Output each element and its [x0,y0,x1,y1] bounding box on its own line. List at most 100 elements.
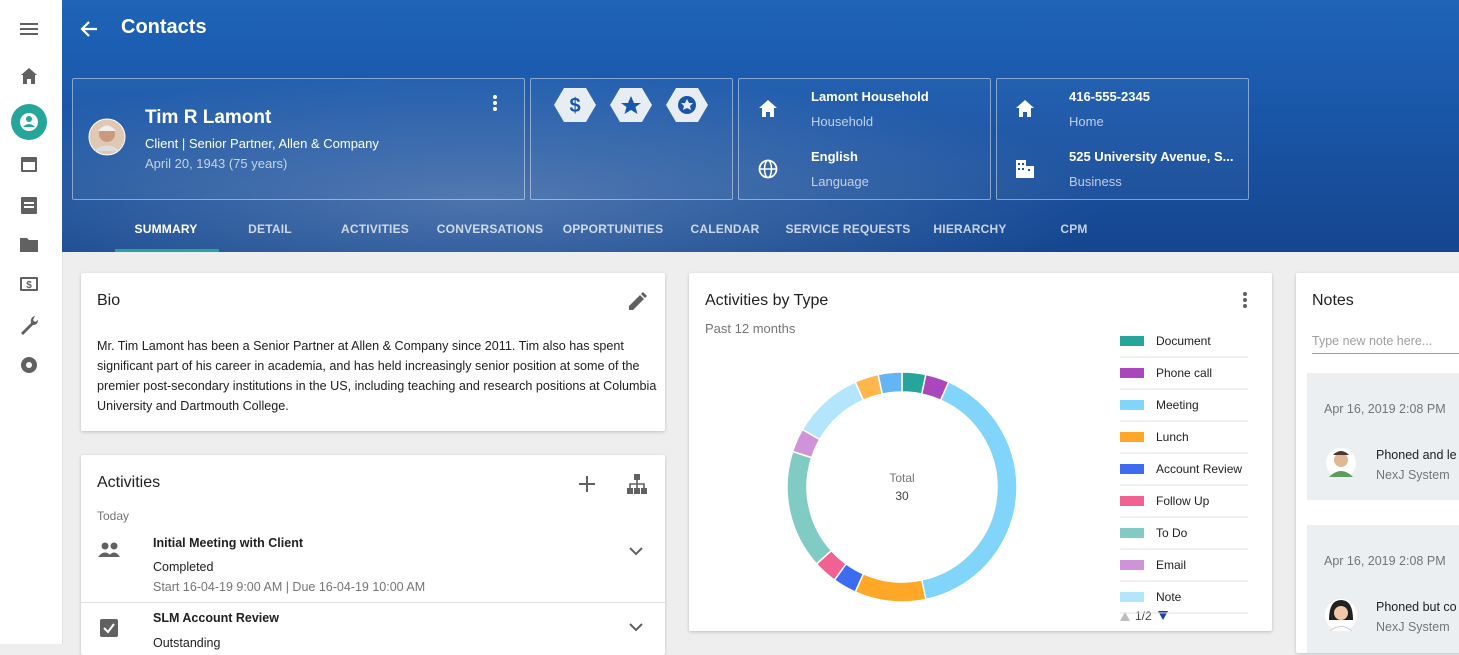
household-icons [758,100,778,179]
chart-title: Activities by Type [705,292,829,309]
divider [81,602,665,603]
legend-label[interactable]: Account Review [1156,462,1242,476]
activities-title: Activities [97,474,161,491]
note-author: NexJ System [1376,620,1450,634]
note-text: Phoned and le [1376,448,1457,462]
note-avatar [1325,599,1357,632]
legend-swatch [1120,496,1144,506]
note-date: Apr 16, 2019 2:08 PM [1324,402,1446,416]
notes-card: Notes Type new note here... Apr 16, 2019… [1296,273,1459,653]
bio-title: Bio [97,292,121,309]
activity-group: Today [97,509,130,523]
household-name: Lamont Household [811,89,929,104]
legend-page: 1/2 [1135,609,1152,623]
badge-dollar[interactable] [554,88,596,122]
legend-label[interactable]: Meeting [1156,398,1199,412]
badges: $ [554,88,708,122]
donut-slice[interactable] [801,380,865,441]
tab[interactable]: SERVICE REQUESTS [785,222,911,236]
legend-next[interactable] [1158,611,1168,620]
input-underline [1312,353,1459,354]
legend-swatch [1120,336,1144,346]
chart-subtitle: Past 12 months [705,321,796,336]
legend-swatch [1120,368,1144,378]
tab[interactable]: CONVERSATIONS [436,222,544,236]
contact-role: Client | Senior Partner, Allen & Company [145,136,379,151]
legend-swatch [1120,400,1144,410]
tab[interactable]: ACTIVITIES [340,222,410,236]
legend-swatch [1120,560,1144,570]
activity-status: Outstanding [153,636,221,650]
more-button[interactable] [489,94,501,114]
contact-icons [1016,100,1034,178]
legend-label[interactable]: Document [1156,334,1211,348]
legend-label[interactable]: Lunch [1156,430,1189,444]
donut-slice[interactable] [854,572,927,603]
tab[interactable]: CPM [1060,222,1088,236]
tab[interactable]: CALENDAR [690,222,760,236]
nav-icons: $ [11,23,47,373]
tab[interactable]: HIERARCHY [933,222,1007,236]
legend-label[interactable]: Follow Up [1156,494,1210,508]
donut-chart: Total 30 1/2 Document Phone call Meeting Lu… [786,334,1248,623]
back-button[interactable] [78,18,100,40]
tab[interactable]: SUMMARY [134,222,198,236]
meeting-icon [98,542,120,557]
header [62,0,1459,252]
notes-title: Notes [1312,292,1354,309]
address: 525 University Avenue, S... [1069,149,1234,164]
legend-swatch [1120,592,1144,602]
sidebar: $ [0,0,63,644]
note-author: NexJ System [1376,468,1450,482]
donut-slice[interactable] [786,450,833,566]
language-label: Language [811,174,869,189]
note-text: Phoned but co [1376,600,1457,614]
activity-title[interactable]: Initial Meeting with Client [153,536,303,550]
add-button[interactable] [577,474,597,494]
legend-label[interactable]: Note [1156,590,1182,604]
activity-title[interactable]: SLM Account Review [153,611,279,625]
phone-label: Home [1069,114,1104,129]
chart-card: Activities by Type Past 12 months Total … [689,273,1272,631]
center-label: Total [889,471,914,485]
svg-text:$: $ [569,95,580,117]
hierarchy-button[interactable] [625,472,649,496]
folder-icon[interactable] [20,238,38,252]
expand-button[interactable] [628,621,644,633]
legend-swatch [1120,432,1144,442]
tab-indicator [115,249,219,252]
note-item[interactable] [1307,373,1459,500]
legend-swatch [1120,464,1144,474]
chart-menu[interactable] [1239,291,1251,311]
address-label: Business [1069,174,1122,189]
note-avatar [1326,448,1356,478]
donut-slice[interactable] [920,380,1018,601]
legend-label[interactable]: To Do [1156,526,1188,540]
expand-button[interactable] [628,545,644,557]
household-card [738,78,991,200]
activity-dates: Start 16-04-19 9:00 AM | Due 16-04-19 10… [153,580,426,594]
language: English [811,149,858,164]
home-icon[interactable] [21,68,37,84]
note-input[interactable]: Type new note here... [1312,334,1433,348]
profile-card [72,78,525,200]
donut-slice[interactable] [877,371,903,395]
tools-icon[interactable] [21,316,38,335]
tab[interactable]: DETAIL [248,222,292,236]
edit-button[interactable] [626,291,648,313]
avatar [88,118,126,156]
note-item[interactable] [1307,525,1459,653]
svg-text:$: $ [26,280,32,291]
menu-icon[interactable] [20,23,38,25]
contact-card [996,78,1249,200]
contact-birth: April 20, 1943 (75 years) [145,156,288,171]
tab[interactable]: OPPORTUNITIES [562,222,664,236]
household-label: Household [811,114,874,129]
tasks-icon[interactable] [21,197,37,214]
bio-text: Mr. Tim Lamont has been a Senior Partner… [97,339,657,413]
legend-label[interactable]: Phone call [1156,366,1212,380]
legend-label[interactable]: Email [1156,558,1186,572]
legend-prev[interactable] [1120,612,1130,621]
bio-card: Bio Mr. Tim Lamont has been a Senior Par… [81,273,665,431]
